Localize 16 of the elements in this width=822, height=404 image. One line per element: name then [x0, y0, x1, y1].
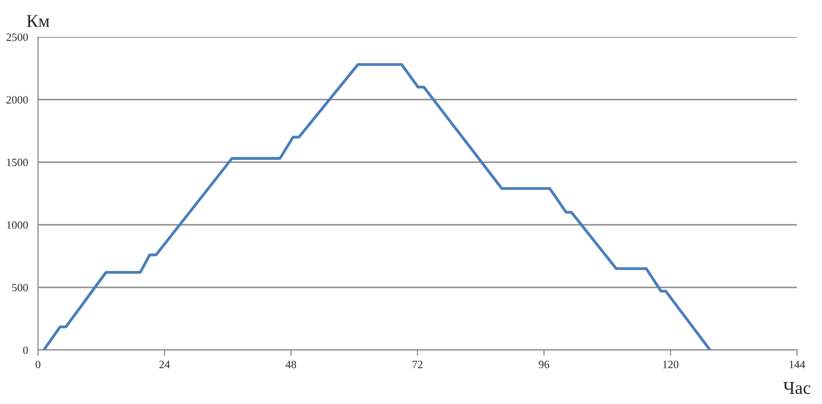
x-tick-label: 48	[286, 360, 296, 368]
x-tick-label: 72	[412, 360, 422, 368]
y-tick-label: 1000	[7, 221, 28, 229]
y-axis-title: Км	[26, 15, 50, 27]
x-tick-label: 24	[159, 360, 170, 368]
x-axis-title: Час	[783, 382, 810, 394]
y-tick-label: 1500	[7, 158, 28, 166]
y-tick-label: 0	[23, 346, 28, 354]
x-tick-label: 96	[538, 360, 550, 368]
x-tick-label: 120	[663, 360, 678, 368]
x-tick-label: 144	[790, 360, 806, 368]
y-tick-label: 500	[12, 284, 28, 292]
y-tick-label: 2500	[6, 33, 28, 41]
y-tick-label: 2000	[6, 96, 28, 104]
x-tick-label: 0	[36, 360, 40, 368]
line-series	[42, 63, 712, 350]
